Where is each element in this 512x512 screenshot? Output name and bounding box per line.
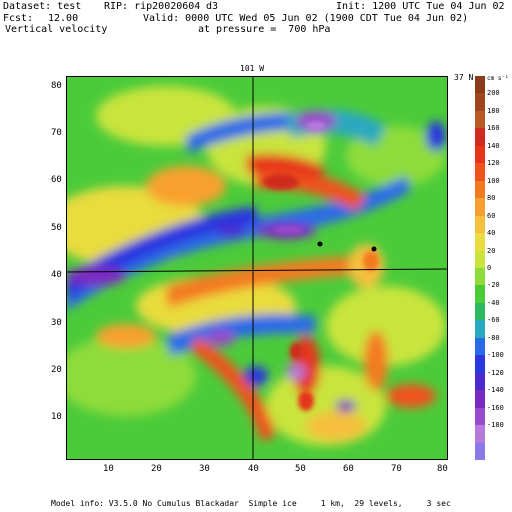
colorbar-label: 180 <box>487 106 500 115</box>
colorbar-swatch <box>475 233 485 252</box>
x-tick: 40 <box>248 464 259 474</box>
valid-label: Valid: 0000 UTC Wed 05 Jun 02 (1900 CDT … <box>143 13 469 24</box>
colorbar-swatch <box>475 390 485 409</box>
y-tick: 60 <box>51 175 62 185</box>
x-tick: 20 <box>151 464 162 474</box>
station-marker <box>371 246 377 252</box>
colorbar-swatch <box>475 268 485 286</box>
dataset-label: Dataset: test <box>3 1 82 12</box>
colorbar-label: -140 <box>487 386 504 395</box>
pressure-label: at pressure = 700 hPa <box>198 24 331 35</box>
vertical-velocity-plot <box>66 76 448 460</box>
colorbar-label: 120 <box>487 159 500 168</box>
colorbar-label: -180 <box>487 421 504 430</box>
colorbar-label: 60 <box>487 211 496 220</box>
y-tick: 30 <box>51 318 62 328</box>
colorbar-label: 100 <box>487 176 500 185</box>
colorbar-swatch <box>475 128 485 147</box>
colorbar-swatch <box>475 180 485 199</box>
colorbar-swatch <box>475 320 485 339</box>
colorbar-label: 140 <box>487 141 500 150</box>
colorbar-swatch <box>475 302 485 321</box>
right-axis-label: 37 N <box>454 73 474 82</box>
station-marker <box>317 241 323 247</box>
colorbar-label: 160 <box>487 124 500 133</box>
x-tick: 80 <box>437 464 448 474</box>
colorbar-label: 0 <box>487 264 492 272</box>
x-tick: 10 <box>103 464 114 474</box>
colorbar-swatch <box>475 337 485 356</box>
rip-suffix: d3 <box>206 1 219 12</box>
colorbar-label: 40 <box>487 229 496 238</box>
colorbar-swatch <box>475 355 485 374</box>
init-label: Init: 1200 UTC Tue 04 Jun 02 <box>336 1 505 12</box>
colorbar-label: -80 <box>487 333 500 342</box>
fcst-value: 12.00 <box>48 13 79 24</box>
colorbar-swatch <box>475 285 485 304</box>
colorbar <box>475 76 485 461</box>
x-tick: 60 <box>343 464 354 474</box>
colorbar-swatch <box>475 425 485 444</box>
y-tick: 40 <box>51 270 62 280</box>
fcst-label: Fcst: <box>3 13 34 24</box>
colorbar-swatch <box>475 215 485 234</box>
colorbar-swatch <box>475 407 485 426</box>
colorbar-swatch <box>475 145 485 164</box>
y-tick: 50 <box>51 223 62 233</box>
colorbar-label: -20 <box>487 281 500 290</box>
colorbar-label: -60 <box>487 316 500 325</box>
colorbar-label: -40 <box>487 298 500 307</box>
colorbar-label: -160 <box>487 403 504 412</box>
y-tick: 20 <box>51 365 62 375</box>
y-tick: 70 <box>51 128 62 138</box>
colorbar-swatch <box>475 76 485 94</box>
y-tick: 80 <box>51 81 62 91</box>
colorbar-swatch <box>475 163 485 182</box>
colorbar-label: 20 <box>487 246 496 255</box>
rip-label: RIP: rip20020604 <box>104 1 201 12</box>
colorbar-label: 80 <box>487 194 496 203</box>
colorbar-label: -120 <box>487 368 504 377</box>
colorbar-label: -100 <box>487 351 504 360</box>
colorbar-swatch <box>475 250 485 269</box>
colorbar-swatch <box>475 442 485 461</box>
colorbar-swatch <box>475 198 485 217</box>
x-tick: 30 <box>199 464 210 474</box>
field-name: Vertical velocity <box>5 24 108 35</box>
latitude-line <box>66 268 448 273</box>
colorbar-swatch <box>475 93 485 112</box>
colorbar-label: 200 <box>487 89 500 98</box>
colorbar-swatch <box>475 110 485 129</box>
colorbar-swatch <box>475 372 485 391</box>
colorbar-unit: cm s⁻¹ <box>487 75 509 82</box>
y-tick: 10 <box>51 412 62 422</box>
model-info: Model info: V3.5.0 No Cumulus Blackadar … <box>51 499 451 508</box>
x-tick: 70 <box>391 464 402 474</box>
top-axis-label: 101 W <box>240 64 265 73</box>
x-tick: 50 <box>295 464 306 474</box>
